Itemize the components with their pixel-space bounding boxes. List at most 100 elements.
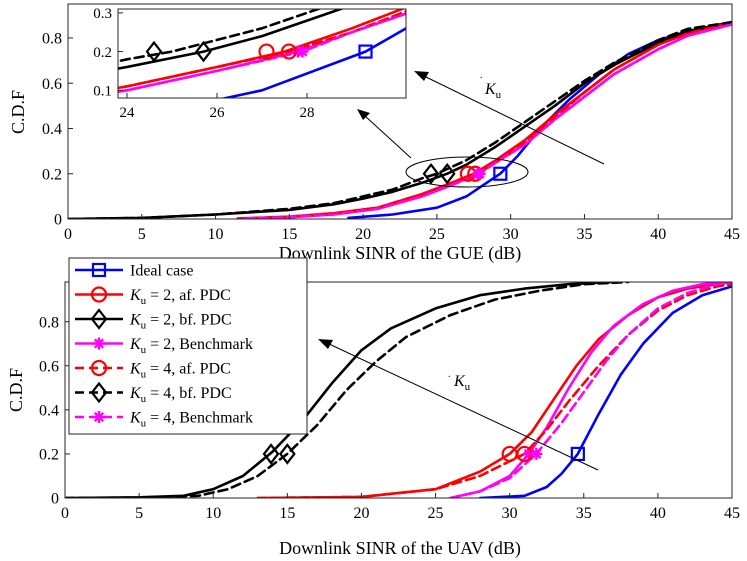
legend-label-2: Ku = 2, af. PDC: [129, 287, 231, 307]
bottom-x-tick-label: 15: [279, 505, 295, 522]
bottom-y-tick-label: 0: [51, 491, 59, 508]
top-series-1-marker: [493, 166, 508, 181]
top-y-tick-label: 0.4: [42, 121, 62, 138]
top-x-tick-label: 10: [208, 226, 224, 243]
bottom-ku-annotation: Ku: [453, 373, 471, 393]
bottom-series-7-line: [449, 282, 732, 498]
bottom-y-tick-label: 0.2: [39, 447, 59, 464]
top-x-axis-label: Downlink SINR of the GUE (dB): [279, 243, 521, 264]
top-x-ticks: 0 5 10 15 20 25 30 35 40 45: [64, 214, 740, 243]
inset-series-1-marker: [358, 44, 373, 59]
top-ku-arrow: [414, 71, 605, 165]
legend-marker-7: [93, 411, 105, 423]
legend-marker-3: [90, 308, 108, 330]
legend-label-1: Ideal case: [130, 263, 194, 280]
bottom-ku-arrow: [318, 339, 599, 471]
bottom-x-tick-label: 30: [502, 505, 518, 522]
inset-x-tick-label: 24: [120, 105, 136, 121]
bottom-series-7-marker: [530, 447, 543, 460]
top-zoom-ellipse: [405, 156, 529, 188]
bottom-series-6-marker: [278, 443, 296, 465]
top-series-6-marker: [422, 162, 440, 185]
bottom-x-tick-label: 0: [61, 505, 69, 522]
top-x-tick-label: 30: [503, 226, 519, 243]
inset-axes-box: [117, 8, 407, 99]
bottom-series-1-marker: [570, 446, 585, 462]
top-x-tick-label: 20: [355, 226, 371, 243]
top-y-tick-label: 0.2: [42, 166, 62, 183]
legend-marker-6: [90, 381, 108, 404]
top-series-7-line: [243, 23, 732, 219]
top-series-7-marker: [473, 167, 486, 180]
top-y-tick-label: 0: [54, 212, 62, 229]
bottom-series-3-marker: [262, 443, 280, 465]
inset-x-tick-label: 28: [300, 105, 315, 121]
legend-label-3: Ku = 2, bf. PDC: [129, 312, 232, 332]
top-series-6-line: [68, 20, 732, 219]
bottom-y-ticks: 0 0.2 0.4 0.6 0.8: [39, 314, 70, 508]
bottom-axes-box: [64, 281, 733, 499]
top-axes-box: [67, 3, 733, 220]
bottom-y-tick-label: 0.4: [39, 402, 59, 419]
bottom-annotation-dot: .: [448, 369, 451, 380]
legend-item-4: Ku = 2, Benchmark: [75, 336, 253, 356]
inset-y-tick-label: 0.1: [93, 84, 112, 100]
top-series-3-marker: [438, 162, 456, 185]
bottom-series-1-line: [478, 285, 732, 498]
legend-item-6: Ku = 4, bf. PDC: [75, 381, 232, 405]
inset-x-ticks: 24 26 28: [120, 93, 315, 121]
legend-item-5: Ku = 4, af. PDC: [75, 359, 231, 381]
top-zoom-arrow: [357, 109, 412, 159]
legend-marker-5: [90, 359, 108, 377]
top-chart: 0 5 10 15 20 25 30 35 40 45 0 0.2 0.4 0.6 0.8 Downlin…: [8, 3, 740, 264]
inset-series-7-marker: [296, 45, 309, 58]
bottom-x-tick-label: 40: [650, 505, 666, 522]
bottom-series: [65, 282, 732, 498]
bottom-y-tick-label: 0.6: [39, 358, 59, 375]
inset-y-tick-label: 0.3: [93, 6, 112, 22]
top-markers: [422, 162, 508, 185]
bottom-series-5-line: [256, 282, 732, 498]
bottom-x-tick-label: 5: [135, 505, 143, 522]
top-x-tick-label: 45: [724, 226, 740, 243]
bottom-x-tick-label: 25: [428, 505, 444, 522]
bottom-markers: [262, 443, 585, 465]
legend-item-7: Ku = 4, Benchmark: [75, 410, 253, 430]
legend-marker-2: [90, 286, 108, 303]
inset-series-6-marker: [145, 40, 163, 63]
bottom-x-axis-label: Downlink SINR of the UAV (dB): [279, 538, 521, 559]
bottom-x-tick-label: 35: [576, 505, 592, 522]
legend-item-2: Ku = 2, af. PDC: [75, 286, 231, 307]
inset-y-ticks: 0.1 0.2 0.3: [93, 6, 123, 100]
legend-item-1: Ideal case: [75, 263, 194, 280]
top-x-tick-label: 40: [650, 226, 666, 243]
inset-series: [118, 9, 406, 98]
bottom-x-ticks: 0 5 10 15 20 25 30 35 40 45: [61, 493, 740, 522]
inset-y-tick-label: 0.2: [93, 45, 112, 61]
bottom-y-tick-label: 0.8: [39, 314, 59, 331]
inset-series-7-line: [118, 12, 406, 94]
top-x-tick-label: 35: [576, 226, 592, 243]
top-x-tick-label: 0: [64, 226, 72, 243]
inset-series-5-marker: [280, 43, 298, 60]
top-series: [68, 20, 732, 219]
top-y-tick-label: 0.6: [42, 76, 62, 93]
bottom-series-4-line: [449, 282, 732, 498]
top-ku-annotation: Ku: [484, 81, 502, 101]
inset-x-tick-label: 26: [210, 105, 226, 121]
top-y-ticks: 0 0.2 0.4 0.6 0.8: [42, 31, 73, 229]
inset-series-2-line: [118, 9, 406, 90]
top-x-tick-label: 25: [429, 226, 445, 243]
bottom-series-3-line: [65, 282, 615, 498]
legend-item-3: Ku = 2, bf. PDC: [75, 308, 232, 332]
legend: Ideal case Ku = 2, af. PDC Ku = 2, bf. PDC…: [68, 257, 308, 435]
top-x-tick-label: 15: [281, 226, 297, 243]
bottom-chart: 0 5 10 15 20 25 30 35 40 45 0 0.2 0.4 0.6 0.8 Downlin…: [6, 257, 740, 559]
top-y-axis-label: C.D.F: [8, 90, 28, 134]
inset-series-2-marker: [258, 43, 275, 60]
inset-series-6-line: [118, 9, 323, 63]
bottom-x-tick-label: 45: [724, 505, 740, 522]
top-y-tick-label: 0.8: [42, 31, 62, 48]
top-inset: 24 26 28 0.1 0.2 0.3: [93, 6, 407, 121]
